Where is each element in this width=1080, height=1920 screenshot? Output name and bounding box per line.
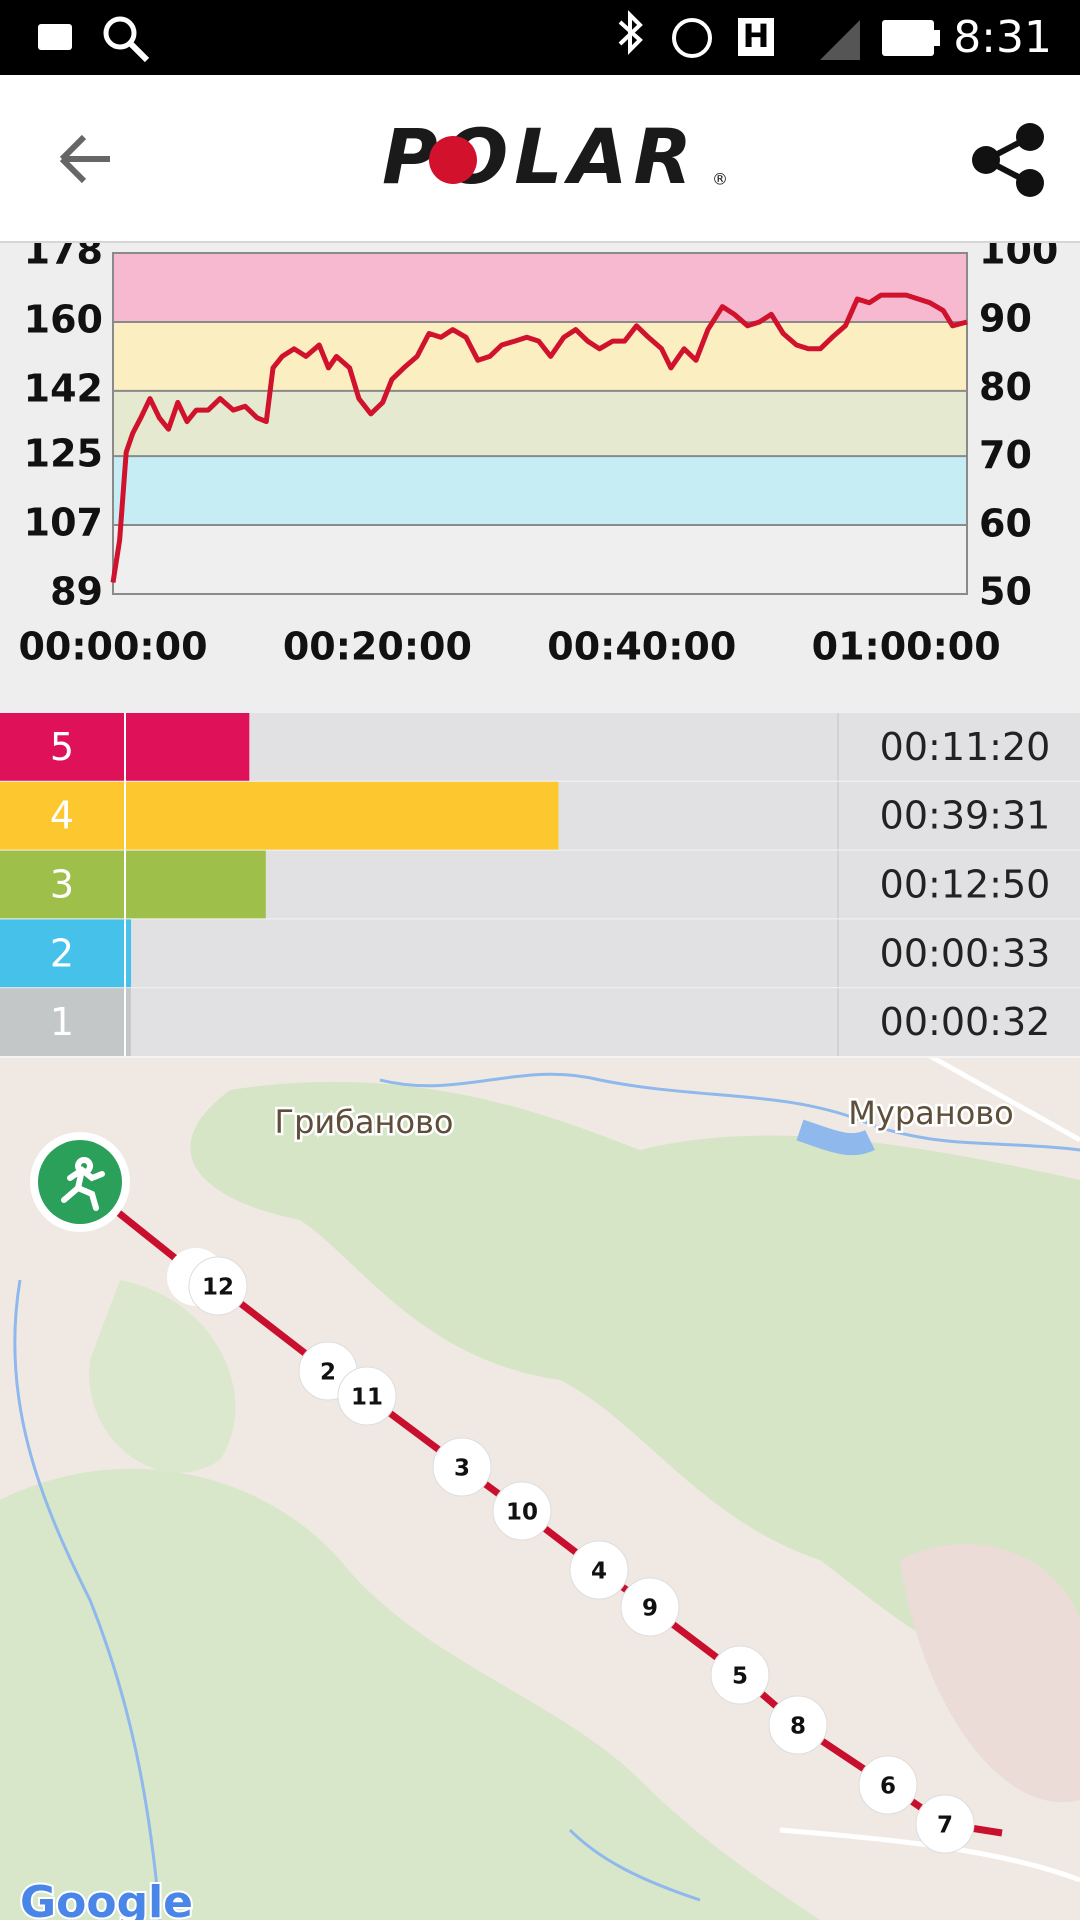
place-label: Грибаново	[275, 1103, 454, 1141]
lap-markers: 12 2 11 3 10 4 9 5 8 6 7	[167, 1248, 975, 1854]
y-tick-label: 160	[24, 297, 103, 341]
x-tick-label: 00:00:00	[18, 625, 207, 669]
zone-band	[113, 456, 967, 526]
attribution: Google	[20, 1877, 193, 1920]
logo-dot	[429, 136, 477, 184]
lap-number: 6	[880, 1774, 896, 1800]
forest	[190, 1081, 1080, 1666]
forest	[89, 1280, 236, 1473]
search-icon	[128, 41, 150, 63]
share-button[interactable]	[972, 123, 1044, 197]
battery-tip	[934, 30, 940, 46]
river	[568, 1828, 701, 1902]
lap-marker	[188, 1256, 248, 1316]
zone-time: 00:11:20	[880, 725, 1051, 769]
y2-tick-label: 70	[979, 433, 1032, 477]
runner	[61, 1157, 105, 1211]
river	[379, 1072, 1080, 1152]
signal-icon	[820, 20, 860, 60]
lake	[796, 1119, 875, 1156]
zones-chart: 5 00:11:20 4 00:39:31 3 00:12:50 2 00:00:33 1 00:…	[0, 713, 1080, 1058]
alarm-icon	[672, 18, 712, 58]
zone-label: 5	[50, 725, 74, 769]
y2-tick-label: 50	[979, 570, 1032, 614]
lap-number: 7	[937, 1813, 953, 1839]
bluetooth-icon	[618, 10, 643, 55]
zone-label: 3	[50, 863, 74, 907]
lap-number: 10	[506, 1500, 538, 1526]
zone-bar	[125, 850, 266, 920]
network-badge	[738, 18, 774, 56]
zone-band	[113, 253, 967, 322]
zone-label: 4	[50, 794, 74, 838]
zone-bar	[125, 919, 132, 989]
back-button[interactable]	[59, 134, 110, 184]
zone-label-bg	[0, 919, 125, 989]
zone-label: 2	[50, 931, 74, 975]
logo-mark: ®	[712, 170, 728, 189]
lap-marker	[337, 1366, 397, 1426]
lap-number: 11	[351, 1385, 383, 1411]
hr-line	[110, 292, 968, 583]
zone-band	[113, 390, 967, 457]
lap-marker	[620, 1577, 680, 1637]
battery-icon	[882, 20, 934, 56]
lap-marker	[432, 1437, 492, 1497]
search-icon	[103, 16, 137, 50]
zone-band	[113, 525, 967, 594]
zone-time: 00:39:31	[880, 794, 1051, 838]
y-tick-label: 107	[24, 501, 103, 545]
lap-marker	[569, 1540, 629, 1600]
y-tick-label: 142	[24, 366, 103, 410]
app-bar	[0, 75, 1080, 243]
zone-label-bg	[0, 713, 125, 782]
network-type: H	[743, 17, 770, 55]
y2-tick-label: 80	[979, 365, 1032, 409]
lap-number: 8	[790, 1714, 806, 1740]
zone-time: 00:00:32	[880, 1000, 1051, 1044]
x-tick-label: 00:20:00	[283, 625, 472, 669]
lap-number: 3	[454, 1456, 470, 1482]
zone-band	[113, 321, 967, 391]
y2-tick-label: 60	[979, 501, 1032, 545]
forest	[0, 1468, 820, 1920]
lap-marker	[710, 1645, 770, 1705]
lap-number: 2	[320, 1360, 336, 1386]
zone-bar	[125, 988, 131, 1057]
y2-tick-label: 90	[979, 297, 1032, 341]
lap-marker	[858, 1755, 918, 1815]
map[interactable]: Грибаново Мураново 12 2 11 3 10 4 9 5 8 6 7 Google	[0, 1053, 1080, 1920]
zone-label-bg	[0, 850, 125, 920]
x-tick-label: 00:40:00	[547, 625, 736, 669]
zone-label: 1	[50, 1000, 74, 1044]
y-tick-label: 125	[24, 432, 103, 476]
zone-row	[0, 988, 1080, 1057]
plot-frame	[112, 252, 968, 595]
lap-marker	[768, 1695, 828, 1755]
zone-time: 00:12:50	[880, 863, 1051, 907]
zone-row	[0, 919, 1080, 989]
zone-bar	[125, 713, 250, 782]
zone-time: 00:00:33	[880, 931, 1051, 975]
gallery-icon	[38, 24, 72, 50]
lap-marker	[492, 1481, 552, 1541]
zone-label-bg	[0, 988, 125, 1057]
clock: 8:31	[953, 12, 1052, 63]
lap-number: 5	[732, 1664, 748, 1690]
zone-bar	[125, 781, 559, 851]
lap-marker	[915, 1794, 975, 1854]
zone-label-bg	[0, 781, 125, 851]
river	[13, 1279, 162, 1920]
lap-number: 9	[642, 1596, 658, 1622]
village	[900, 1543, 1080, 1803]
lap-number: 4	[591, 1559, 607, 1585]
road	[928, 1053, 1080, 1143]
x-tick-label: 01:00:00	[812, 625, 1001, 669]
lap-number: 12	[202, 1275, 234, 1301]
y-tick-label: 89	[50, 570, 103, 614]
place-label: Мураново	[848, 1094, 1013, 1132]
